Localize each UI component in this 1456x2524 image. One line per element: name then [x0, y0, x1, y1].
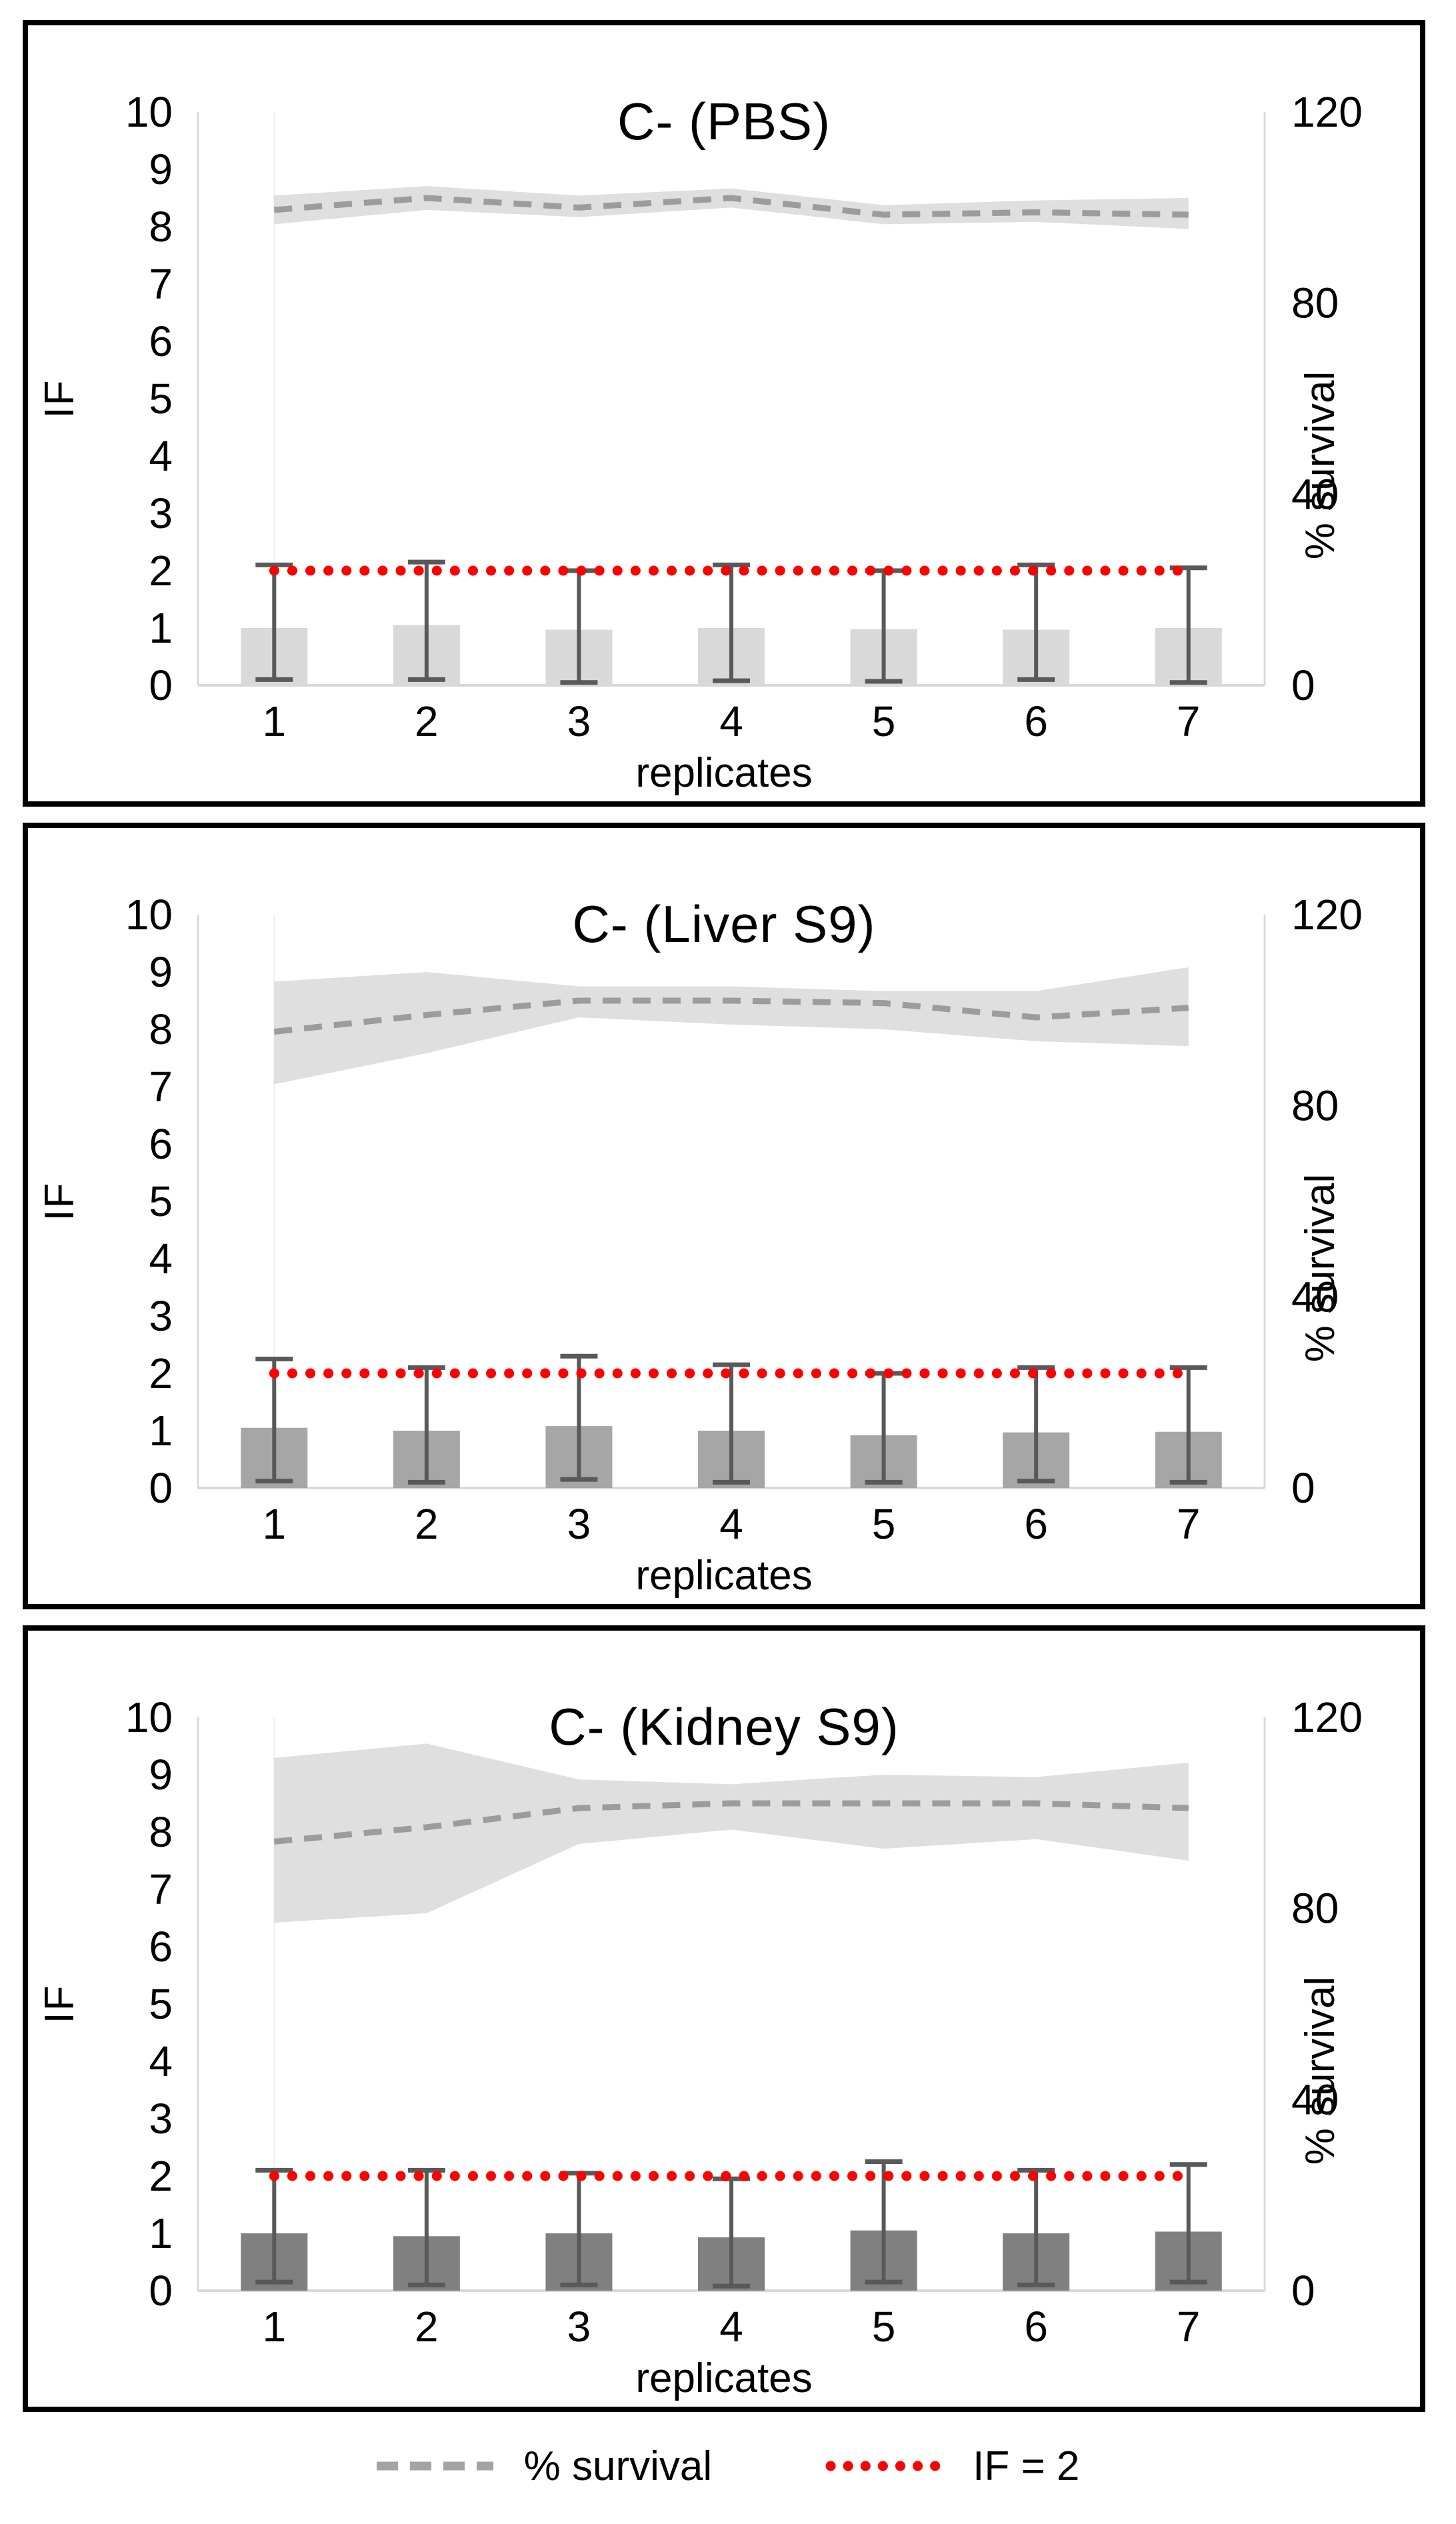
- right-axis-tick: 0: [1291, 661, 1315, 709]
- legend-label-survival: % survival: [523, 2443, 713, 2489]
- y-axis-label-if: IF: [37, 379, 83, 419]
- left-axis-tick: 3: [149, 2095, 173, 2143]
- survival-confidence-band: [274, 1743, 1189, 1923]
- chart-pbs: 0 1 2 3 4 5 6 7 8 9 10 0 40 80 120 1 2 3 4 5 6 7: [125, 88, 1363, 745]
- left-axis-tick: 0: [149, 2267, 173, 2315]
- left-axis-tick: 9: [149, 1751, 173, 1799]
- x-axis-tick: 4: [719, 1500, 743, 1548]
- x-axis-tick: 6: [1024, 697, 1048, 745]
- left-axis-tick: 0: [149, 661, 173, 709]
- legend-item-survival: % survival: [376, 2443, 713, 2490]
- x-axis-label-replicates: replicates: [635, 1553, 813, 1599]
- x-axis-tick: 3: [567, 1500, 591, 1548]
- left-axis-tick: 3: [149, 489, 173, 537]
- x-axis-tick: 3: [567, 2303, 591, 2351]
- right-axis-tick: 80: [1291, 1885, 1339, 1933]
- y-axis-label-survival: % survival: [1297, 1976, 1344, 2165]
- right-axis-tick: 120: [1291, 1693, 1363, 1741]
- left-axis-tick: 6: [149, 1120, 173, 1168]
- panel-title-liver-s9: C- (Liver S9): [572, 894, 876, 953]
- left-axis-tick: 4: [149, 432, 173, 480]
- red-dotted-line-icon: [825, 2459, 942, 2473]
- left-axis-tick: 0: [149, 1464, 173, 1512]
- right-axis-tick: 0: [1291, 2267, 1315, 2315]
- figure-legend: % survival IF = 2: [0, 2436, 1456, 2496]
- x-axis-tick: 6: [1024, 1500, 1048, 1548]
- x-axis-tick: 1: [262, 2303, 286, 2351]
- x-axis-tick: 7: [1177, 1500, 1201, 1548]
- x-axis-tick: 1: [262, 697, 286, 745]
- left-axis-tick: 10: [125, 88, 173, 136]
- left-axis-tick: 2: [149, 1349, 173, 1397]
- x-axis-tick: 7: [1177, 2303, 1201, 2351]
- x-axis-tick: 5: [872, 1500, 896, 1548]
- panel-title-kidney-s9: C- (Kidney S9): [549, 1697, 899, 1756]
- x-axis-tick: 3: [567, 697, 591, 745]
- y-axis-label-survival: % survival: [1297, 1173, 1344, 1363]
- left-axis-tick: 6: [149, 1923, 173, 1971]
- left-axis-tick: 7: [149, 1063, 173, 1111]
- right-axis-tick: 120: [1291, 88, 1363, 136]
- x-axis-tick: 5: [872, 697, 896, 745]
- panel-title-pbs: C- (PBS): [617, 91, 831, 151]
- x-axis-tick: 5: [872, 2303, 896, 2351]
- left-axis-tick: 9: [149, 145, 173, 193]
- legend-label-if-threshold: IF = 2: [973, 2443, 1080, 2489]
- left-axis-tick: 8: [149, 1005, 173, 1053]
- left-axis-tick: 7: [149, 1865, 173, 1913]
- x-axis-label-replicates: replicates: [635, 2355, 813, 2401]
- x-axis-tick: 1: [262, 1500, 286, 1548]
- left-axis-tick: 4: [149, 1235, 173, 1283]
- left-axis-tick: 9: [149, 948, 173, 996]
- right-axis-tick: 120: [1291, 891, 1363, 939]
- left-axis-tick: 6: [149, 317, 173, 365]
- left-axis-tick: 8: [149, 203, 173, 251]
- left-axis-tick: 7: [149, 260, 173, 308]
- left-axis-tick: 3: [149, 1292, 173, 1340]
- gray-dashed-line-icon: [376, 2459, 493, 2473]
- x-axis-tick: 4: [719, 697, 743, 745]
- red-dotted-line: [825, 2461, 942, 2471]
- left-axis-tick: 1: [149, 2209, 173, 2257]
- legend-item-if-threshold: IF = 2: [825, 2443, 1079, 2490]
- x-axis-tick: 2: [415, 1500, 439, 1548]
- left-axis-tick: 4: [149, 2037, 173, 2085]
- y-axis-label-if: IF: [37, 1984, 83, 2024]
- left-axis-tick: 1: [149, 1407, 173, 1455]
- survival-confidence-band: [274, 967, 1189, 1085]
- x-axis-label-replicates: replicates: [635, 750, 813, 796]
- left-axis-tick: 10: [125, 1693, 173, 1741]
- right-axis-tick: 40: [1291, 1273, 1339, 1321]
- left-axis-tick: 2: [149, 2152, 173, 2200]
- right-axis-tick: 0: [1291, 1464, 1315, 1512]
- survival-line: [273, 997, 1189, 1035]
- left-axis-tick: 2: [149, 547, 173, 595]
- right-axis-tick: 80: [1291, 1082, 1339, 1130]
- x-axis-tick: 2: [415, 697, 439, 745]
- x-axis-tick: 2: [415, 2303, 439, 2351]
- panel-liver-s9: C- (Liver S9) 0 1 2 3 4 5 6 7 8 9 10 0 40 80 120 1 2 3 4 5 6…: [23, 823, 1425, 1609]
- left-axis-tick: 5: [149, 1177, 173, 1225]
- gray-dashed-line: [376, 2461, 493, 2471]
- left-axis-tick: 8: [149, 1808, 173, 1856]
- right-axis-tick: 40: [1291, 470, 1339, 518]
- x-axis-tick: 4: [719, 2303, 743, 2351]
- survival-line: [273, 1800, 1189, 1845]
- survival-confidence-band: [274, 186, 1189, 229]
- left-axis-tick: 5: [149, 1980, 173, 2028]
- x-axis-tick: 6: [1024, 2303, 1048, 2351]
- x-axis-tick: 7: [1177, 697, 1201, 745]
- right-axis-tick: 40: [1291, 2075, 1339, 2123]
- y-axis-label-if: IF: [37, 1181, 83, 1221]
- right-axis-tick: 80: [1291, 279, 1339, 327]
- survival-line: [273, 195, 1189, 218]
- chart-kidney-s9: 0 1 2 3 4 5 6 7 8 9 10 0 40 80 120 1 2 3 4 5 6 7: [125, 1693, 1363, 2351]
- panel-kidney-s9: C- (Kidney S9) 0 1 2 3 4 5 6 7 8 9 10 0 40 80 120 1 2 3 4 5…: [23, 1625, 1425, 2412]
- panel-pbs: C- (PBS) 0 1 2 3 4 5 6 7 8 9 10 0 40 80 120 1 2 3 4 5 6 7 IF …: [23, 20, 1425, 807]
- left-axis-tick: 5: [149, 375, 173, 423]
- chart-liver-s9: 0 1 2 3 4 5 6 7 8 9 10 0 40 80 120 1 2 3 4 5 6 7: [125, 891, 1363, 1548]
- left-axis-tick: 10: [125, 891, 173, 939]
- y-axis-label-survival: % survival: [1297, 371, 1344, 560]
- left-axis-tick: 1: [149, 604, 173, 652]
